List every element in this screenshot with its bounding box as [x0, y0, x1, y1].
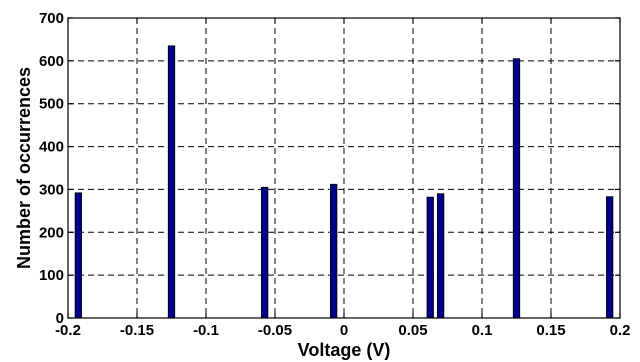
- bar: [512, 58, 521, 319]
- y-tick-label: 600: [39, 53, 64, 70]
- bar: [74, 192, 82, 319]
- bar: [329, 183, 338, 319]
- x-tick-label: -0.05: [258, 322, 292, 339]
- x-tick-label: -0.2: [55, 322, 81, 339]
- y-axis-label: Number of occurrences: [14, 67, 34, 269]
- x-tick-label: 0.2: [610, 322, 631, 339]
- bar: [606, 196, 614, 319]
- x-tick-label: 0.05: [398, 322, 427, 339]
- y-tick-label: 200: [39, 224, 64, 241]
- y-tick-label: 0: [56, 310, 64, 327]
- bar: [167, 45, 176, 319]
- y-tick-label: 300: [39, 181, 64, 198]
- y-tick-label: 400: [39, 139, 64, 156]
- y-tick-label: 700: [39, 10, 64, 27]
- tick-marks: [67, 17, 621, 319]
- x-tick-labels: -0.2 -0.15 -0.1 -0.05 0 0.05 0.1 0.15 0.2: [55, 322, 630, 339]
- y-tick-labels: 0 100 200 300 400 500 600 700: [39, 10, 64, 327]
- x-tick-label: -0.1: [193, 322, 219, 339]
- bar: [426, 196, 434, 319]
- x-tick-label: 0.15: [536, 322, 565, 339]
- bar: [260, 186, 269, 319]
- grid-lines: [68, 18, 620, 318]
- x-tick-label: -0.15: [120, 322, 154, 339]
- y-tick-label: 500: [39, 96, 64, 113]
- x-tick-label: 0.1: [472, 322, 493, 339]
- y-tick-label: 100: [39, 267, 64, 284]
- x-tick-label: 0: [340, 322, 348, 339]
- x-axis-label: Voltage (V): [298, 340, 391, 360]
- bar: [436, 193, 445, 319]
